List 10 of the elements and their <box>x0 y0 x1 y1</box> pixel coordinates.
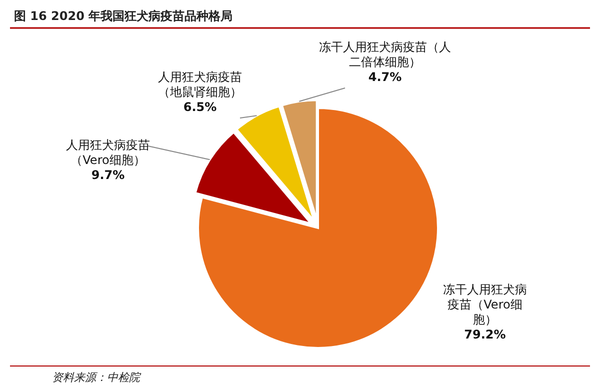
slice-label: 冻干人用狂犬病疫苗（Vero细胞） <box>443 282 527 326</box>
text: 资料来源：中检院 <box>52 371 142 384</box>
slice-label: 人用狂犬病疫苗（地鼠肾细胞） <box>158 70 242 99</box>
data-label: 4.7% <box>368 70 402 84</box>
data-label: 9.7% <box>91 168 125 182</box>
data-label: 79.2% <box>464 328 506 342</box>
slice-label: 人用狂犬病疫苗（Vero细胞） <box>66 138 150 167</box>
chart-title: 图 16 2020 年我国狂犬病疫苗品种格局 <box>14 9 233 23</box>
data-label: 6.5% <box>183 100 217 114</box>
slice-label: 冻干人用狂犬病疫苗（人二倍体细胞） <box>319 40 451 69</box>
